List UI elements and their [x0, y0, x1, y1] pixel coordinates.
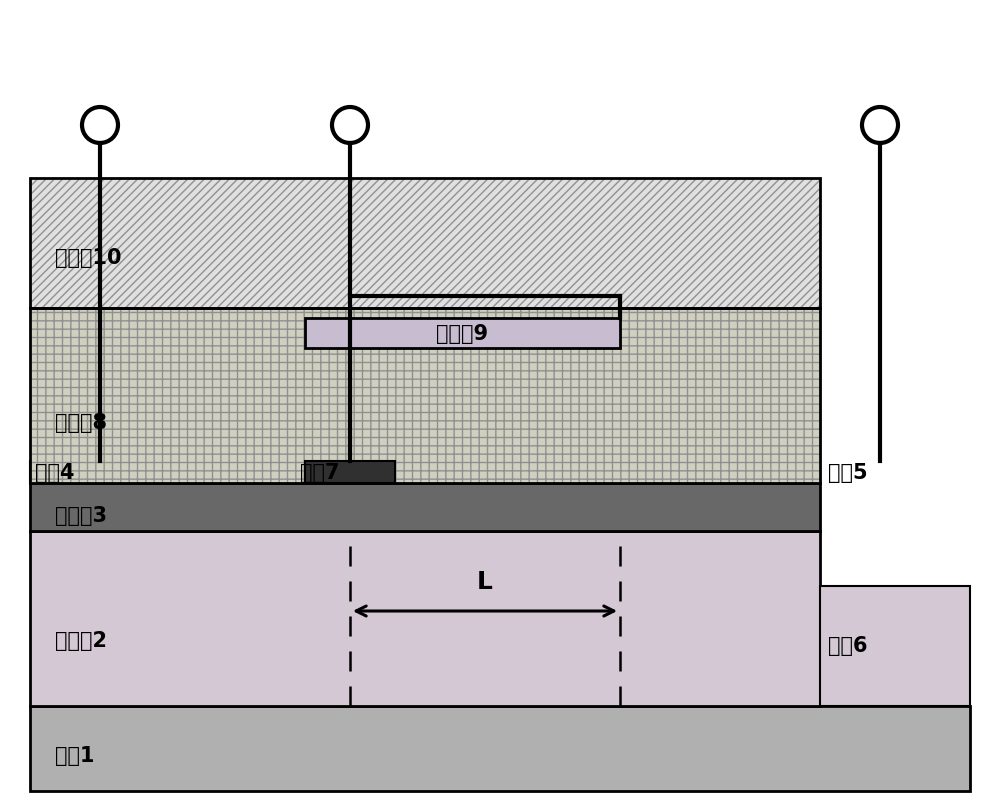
Text: L: L: [477, 569, 493, 594]
Bar: [30, 178, 820, 309]
Text: 栅场板9: 栅场板9: [436, 324, 489, 344]
Text: 钝化层8: 钝化层8: [55, 413, 107, 432]
Text: 衬底1: 衬底1: [55, 745, 94, 765]
Text: 过渡层2: 过渡层2: [55, 630, 107, 650]
Text: 势垒层3: 势垒层3: [55, 505, 107, 526]
Bar: [30, 483, 820, 531]
Bar: [30, 309, 820, 483]
Bar: [305, 461, 395, 483]
Text: 栅极7: 栅极7: [300, 462, 340, 483]
Bar: [30, 309, 820, 483]
Text: 源极4: 源极4: [35, 462, 74, 483]
Bar: [30, 461, 185, 483]
Text: 漏极5: 漏极5: [828, 462, 868, 483]
Text: 台面6: 台面6: [828, 635, 868, 655]
Bar: [820, 586, 970, 706]
Bar: [305, 319, 620, 349]
Text: 保护层10: 保护层10: [55, 247, 122, 268]
Bar: [30, 178, 820, 309]
Bar: [30, 706, 970, 791]
Bar: [30, 531, 820, 706]
Bar: [760, 461, 820, 483]
